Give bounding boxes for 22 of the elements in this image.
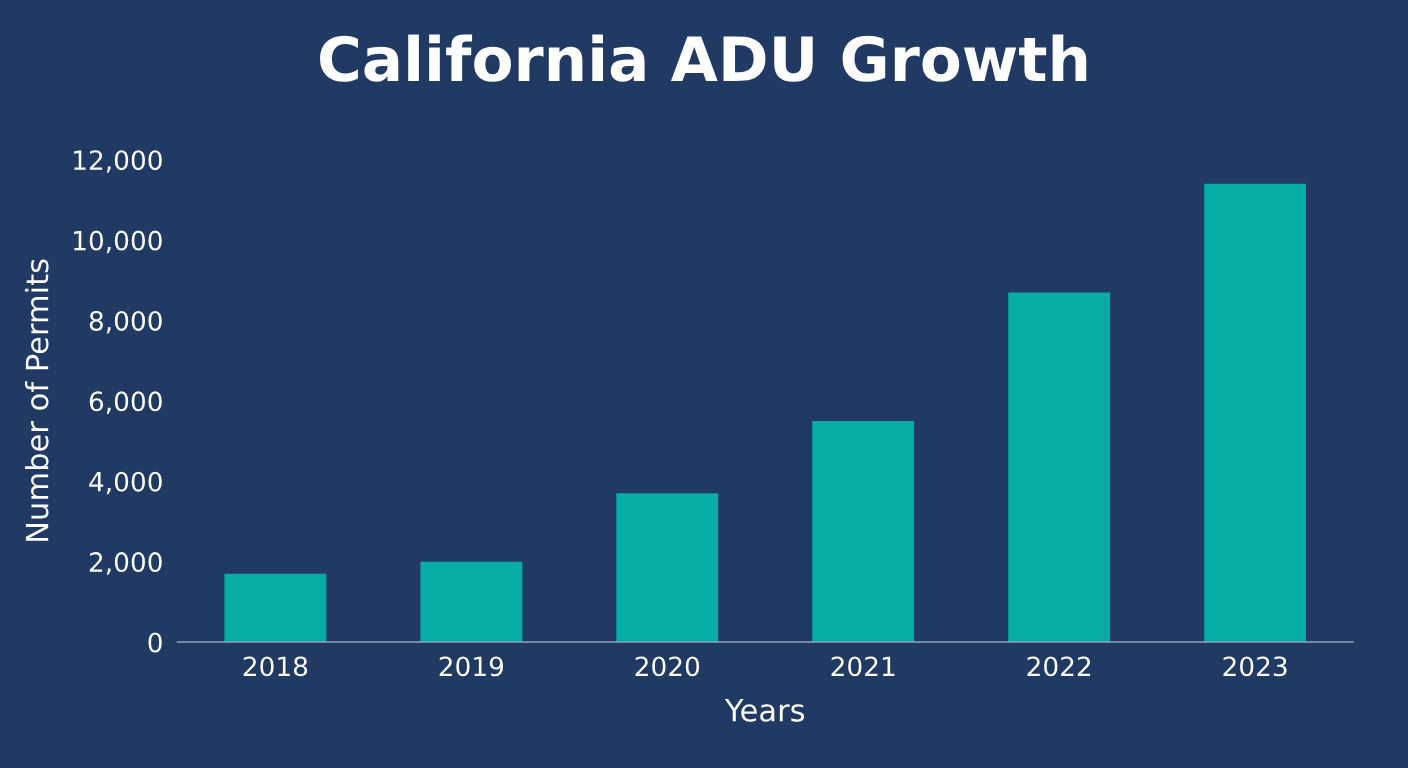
x-tick-label: 2018 bbox=[243, 656, 308, 677]
x-axis-title: Years bbox=[724, 699, 805, 722]
bar bbox=[224, 573, 327, 643]
x-tick-label: 2022 bbox=[1027, 656, 1091, 677]
bar bbox=[1008, 292, 1111, 643]
y-tick-label: 8,000 bbox=[89, 310, 162, 334]
bar bbox=[420, 561, 523, 643]
y-tick-label: 0 bbox=[148, 632, 162, 653]
chart-title: California ADU Growth bbox=[320, 34, 1087, 82]
y-tick-label: 2,000 bbox=[89, 552, 162, 575]
x-tick-label: 2019 bbox=[439, 656, 504, 677]
bar bbox=[1204, 183, 1307, 643]
bar bbox=[812, 420, 915, 643]
x-tick-label: 2021 bbox=[831, 656, 895, 677]
bar bbox=[616, 493, 719, 643]
y-tick-label: 4,000 bbox=[89, 471, 162, 495]
y-tick-label: 12,000 bbox=[74, 150, 162, 173]
x-tick-label: 2023 bbox=[1223, 656, 1287, 677]
y-tick-label: 10,000 bbox=[74, 230, 162, 254]
x-tick-label: 2020 bbox=[635, 656, 700, 677]
y-axis-title: Number of Permits bbox=[24, 259, 49, 541]
y-tick-label: 6,000 bbox=[89, 391, 162, 414]
